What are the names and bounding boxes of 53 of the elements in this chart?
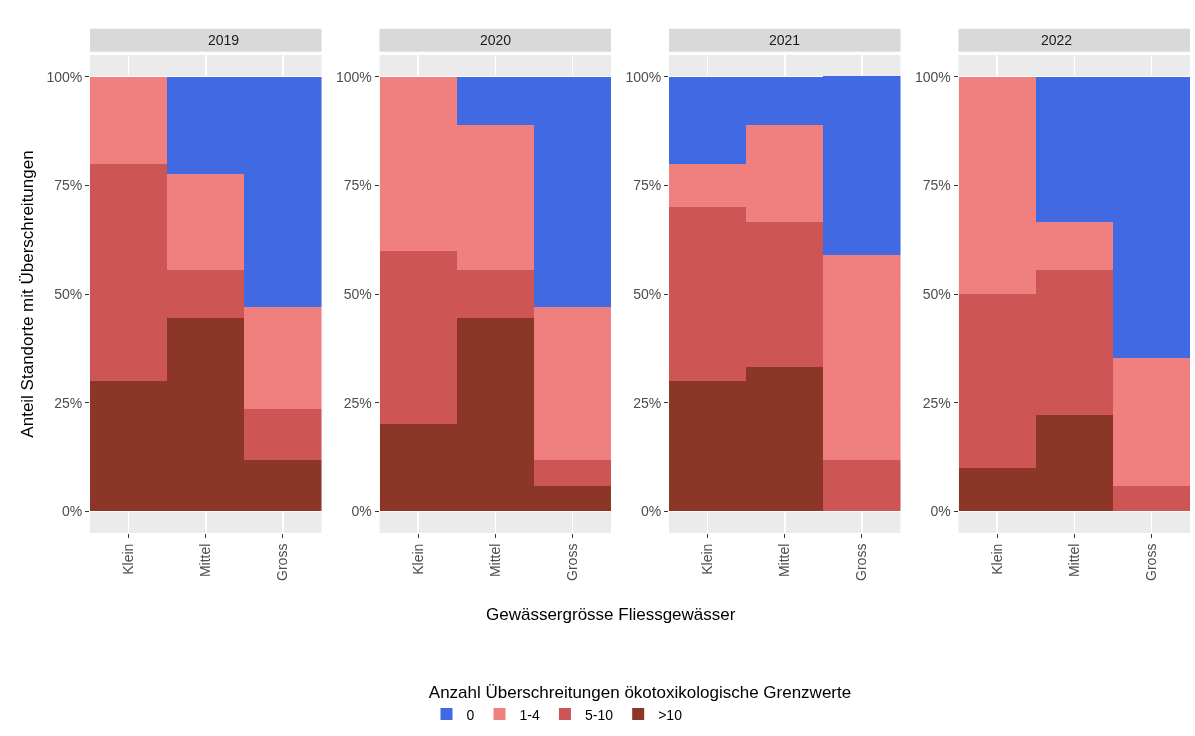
x-tick-label: Gross <box>1142 543 1159 581</box>
x-tick-label: Klein <box>699 543 716 575</box>
y-tick-label: 0% <box>640 503 662 520</box>
y-tick-label: 100% <box>335 68 372 85</box>
x-tick-label: Klein <box>409 543 426 575</box>
y-tick-label: 100% <box>46 68 83 85</box>
y-tick-label: 25% <box>633 394 662 411</box>
x-tick-label: Mittel <box>776 543 793 578</box>
x-tick-label: Mittel <box>486 543 503 578</box>
y-axis-title: Anteil Standorte mit Überschreitungen <box>17 150 37 438</box>
chart-title: 2022 <box>1041 32 1073 48</box>
y-tick-label: 75% <box>633 177 662 194</box>
bar <box>533 460 611 486</box>
legend-label: 5-10 <box>584 706 614 723</box>
legend-label: 0 <box>466 706 475 723</box>
y-tick-label: 25% <box>54 394 83 411</box>
y-tick-label: 0% <box>61 503 83 520</box>
bar <box>823 255 901 460</box>
y-tick-label: 25% <box>343 394 372 411</box>
y-tick-label: 50% <box>343 285 372 302</box>
y-tick-label: 75% <box>922 177 951 194</box>
x-tick-label: Gross <box>853 543 870 581</box>
bar <box>1112 485 1190 512</box>
bar <box>244 408 322 460</box>
legend-title: Anzahl Überschreitungen ökotoxikologische Grenzwerte <box>428 683 852 703</box>
y-tick-label: 25% <box>922 394 951 411</box>
bar <box>1112 357 1190 486</box>
y-tick-label: 100% <box>625 68 662 85</box>
y-tick-label: 50% <box>922 285 951 302</box>
bar <box>823 460 901 512</box>
x-tick-label: Klein <box>988 543 1005 575</box>
legend-label: 1-4 <box>519 706 540 723</box>
y-tick-label: 100% <box>914 68 951 85</box>
x-tick-label: Gross <box>563 543 580 581</box>
chart-title: 2020 <box>480 32 512 48</box>
x-tick-label: Mittel <box>197 543 214 578</box>
y-tick-label: 50% <box>633 285 662 302</box>
x-tick-label: Gross <box>274 543 291 581</box>
bar <box>90 76 168 164</box>
x-tick-label: Mittel <box>1065 543 1082 578</box>
y-tick-label: 0% <box>930 503 951 520</box>
y-tick-label: 75% <box>343 177 372 194</box>
x-tick-label: Klein <box>120 543 137 575</box>
bar <box>244 306 322 409</box>
bar <box>533 306 611 460</box>
x-axis-title: Gewässergrösse Fliessgewässer <box>486 605 736 624</box>
bar <box>167 173 245 271</box>
y-tick-label: 50% <box>54 285 83 302</box>
chart-title: 2019 <box>208 32 240 48</box>
chart-title: 2021 <box>769 32 801 48</box>
legend-label: >10 <box>658 706 683 723</box>
y-tick-label: 75% <box>54 177 83 194</box>
y-tick-label: 0% <box>351 503 372 520</box>
